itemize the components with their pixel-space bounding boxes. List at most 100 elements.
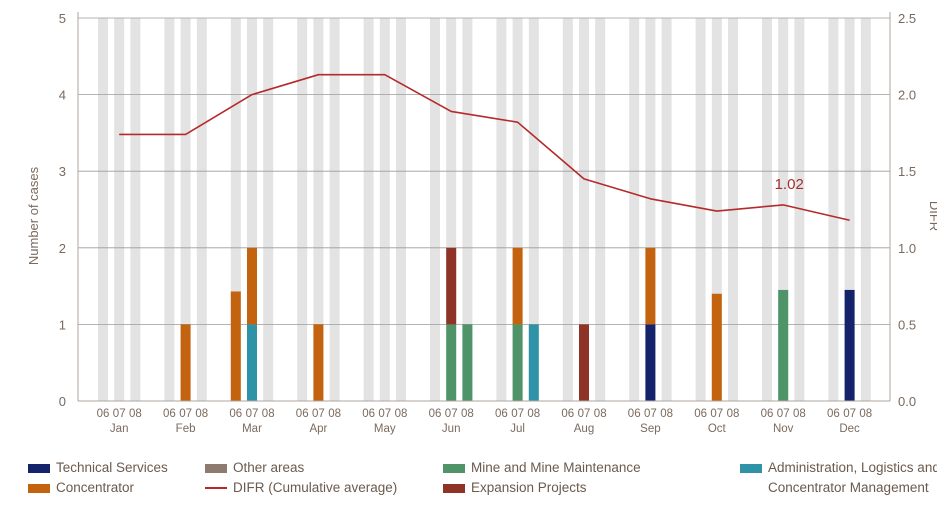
x-tick-year: 06 (362, 408, 375, 420)
stripe-Aug-07 (579, 18, 589, 401)
x-tick-year: 06 (561, 408, 574, 420)
y-tick-label: 4 (59, 88, 66, 103)
bar-mine-and-mine-maintenance-Jun-08 (462, 324, 473, 401)
x-tick-year: 06 (429, 408, 442, 420)
stripe-Aug-08 (595, 18, 606, 401)
stripe-Nov-07 (778, 18, 789, 401)
x-tick-year: 07 (312, 408, 325, 420)
stripe-Dec-07 (844, 18, 855, 401)
legend-item-mine: Mine and Mine Maintenance (443, 460, 641, 476)
stripe-Nov-06 (762, 18, 772, 401)
x-tick-year: 08 (527, 408, 540, 420)
y-tick-label-right: 2.0 (898, 88, 916, 103)
x-tick-month: Jan (110, 423, 129, 435)
bar-concentrator-Mar-07 (247, 247, 257, 325)
stripe-Apr-08 (329, 18, 340, 401)
stripe-Jan-07 (114, 18, 125, 401)
y-tick-label-right: 0.5 (898, 317, 916, 332)
legend-label: Technical Services (56, 460, 168, 475)
x-tick-year: 08 (594, 408, 607, 420)
stripe-Feb-07 (180, 18, 191, 401)
x-tick-month: Aug (574, 423, 594, 435)
stripe-Jan-08 (130, 18, 141, 401)
stripe-Jun-07 (446, 18, 457, 401)
stripe-Jan-06 (98, 18, 108, 401)
y-axis-title: Number of cases (26, 166, 41, 265)
legend-swatch (28, 483, 50, 493)
x-tick-year: 07 (843, 408, 856, 420)
x-tick-month: May (374, 423, 396, 435)
stripe-Apr-06 (297, 18, 308, 401)
x-tick-month: Jul (510, 423, 525, 435)
x-tick-month: Jun (442, 423, 461, 435)
difr-line-path (119, 73, 850, 222)
x-tick-month: Sep (640, 423, 660, 435)
y-tick-label: 1 (59, 317, 66, 332)
y-tick-label: 2 (59, 241, 66, 256)
legend-swatch (443, 483, 465, 493)
bar-concentrator-Jul-07 (512, 247, 523, 325)
x-tick-year: 08 (660, 408, 673, 420)
x-tick-month: Apr (309, 423, 327, 435)
x-tick-month: Nov (773, 423, 794, 435)
stripe-Sep-08 (661, 18, 672, 401)
stripe-Oct-06 (695, 18, 706, 401)
y-tick-label: 3 (59, 164, 66, 179)
y-tick-label-right: 2.5 (898, 11, 916, 26)
axes (77, 12, 891, 402)
stripe-Dec-06 (828, 18, 839, 401)
bar-mine-and-mine-maintenance-Jul-07 (512, 324, 523, 401)
bar-administration-logistics-and-concentrator-management-Mar-07 (247, 324, 257, 401)
y-tick-labels: 0 1 2 3 4 5 0.0 0.5 1.0 1.5 2.0 2.5 (59, 11, 916, 409)
legend-label: Administration, Logistics and (768, 460, 937, 475)
stripe-Dec-08 (860, 18, 871, 401)
stripe-Oct-07 (711, 18, 722, 401)
y-tick-label: 5 (59, 11, 66, 26)
x-tick-year: 06 (827, 408, 840, 420)
legend-item-expansion: Expansion Projects (443, 480, 587, 496)
x-tick-year: 06 (694, 408, 707, 420)
bar-mine-and-mine-maintenance-Jun-07 (446, 324, 457, 401)
x-tick-year: 07 (445, 408, 458, 420)
legend-label: Mine and Mine Maintenance (471, 460, 641, 475)
legend-label: DIFR (Cumulative average) (233, 480, 398, 495)
y-tick-label-right: 1.5 (898, 164, 916, 179)
stripe-Jun-06 (430, 18, 440, 401)
x-tick-year: 07 (113, 408, 126, 420)
legend-item-admin-line2: Concentrator Management (768, 480, 929, 496)
bar-technical-services-Dec-07 (844, 289, 855, 401)
stripe-Jun-08 (462, 18, 473, 401)
x-tick-month: Feb (176, 423, 196, 435)
x-tick-year: 06 (296, 408, 309, 420)
x-tick-year: 07 (777, 408, 790, 420)
legend-label: Other areas (233, 460, 305, 475)
legend-label: Expansion Projects (471, 480, 587, 495)
stripe-Jul-08 (528, 18, 539, 401)
bar-technical-services-Sep-07 (645, 324, 656, 401)
stripe-Mar-07 (247, 18, 257, 401)
bar-concentrator-Mar-06 (230, 291, 241, 401)
x-tick-year: 07 (710, 408, 723, 420)
bars (180, 247, 855, 401)
x-tick-year: 08 (328, 408, 341, 420)
stripe-Sep-06 (629, 18, 640, 401)
stripe-May-08 (396, 18, 406, 401)
x-tick-month: Mar (242, 423, 262, 435)
bar-concentrator-Apr-07 (313, 324, 324, 401)
x-tick-month: Oct (708, 423, 727, 435)
stripe-Nov-08 (794, 18, 805, 401)
x-tick-year: 08 (262, 408, 275, 420)
bar-administration-logistics-and-concentrator-management-Jul-08 (528, 324, 539, 401)
x-tick-year: 08 (395, 408, 408, 420)
bar-expansion-projects-Jun-07 (446, 247, 457, 325)
legend-item-other-areas: Other areas (205, 460, 304, 476)
y-tick-label-right: 0.0 (898, 394, 916, 409)
legend-item-technical-services: Technical Services (28, 460, 168, 476)
legend-label: Concentrator (56, 480, 135, 495)
stripe-Mar-08 (263, 18, 274, 401)
x-tick-year: 08 (793, 408, 806, 420)
stripe-May-06 (363, 18, 374, 401)
x-tick-year: 08 (129, 408, 142, 420)
difr-annotation: 1.02 (775, 176, 804, 193)
x-tick-year: 07 (578, 408, 591, 420)
